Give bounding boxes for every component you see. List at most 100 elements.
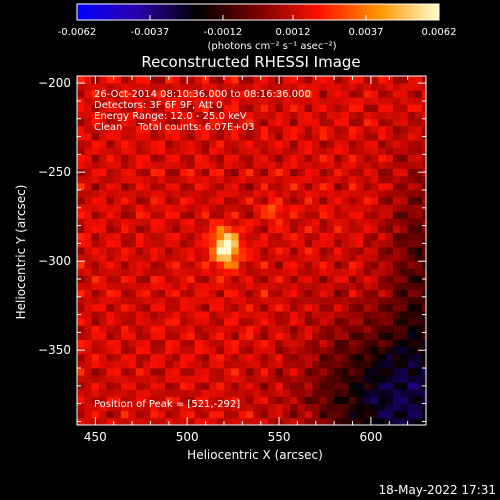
heatmap-cell <box>407 154 416 162</box>
heatmap-cell <box>150 161 159 169</box>
heatmap-cell <box>304 396 313 405</box>
heatmap-cell <box>135 339 144 348</box>
heatmap-cell <box>121 346 129 355</box>
heatmap-cell <box>268 332 276 340</box>
heatmap-cell <box>275 111 284 120</box>
heatmap-cell <box>326 197 335 205</box>
heatmap-cell <box>290 311 298 319</box>
heatmap-cell <box>223 254 232 262</box>
heatmap-cell <box>304 332 313 340</box>
heatmap-cell <box>194 410 203 419</box>
heatmap-cell <box>319 239 328 248</box>
heatmap-cell <box>260 168 269 177</box>
heatmap-cell <box>378 268 386 276</box>
heatmap-cell <box>385 254 394 262</box>
heatmap-cell <box>348 90 357 98</box>
heatmap-cell <box>209 261 217 269</box>
heatmap-cell <box>356 239 364 248</box>
heatmap-cell <box>385 197 394 205</box>
heatmap-cell <box>304 360 313 369</box>
heatmap-cell <box>348 83 357 91</box>
heatmap-cell <box>157 97 166 105</box>
heatmap-cell <box>385 368 394 376</box>
heatmap-cell <box>194 389 203 397</box>
heatmap-cell <box>223 90 232 98</box>
heatmap-cell <box>172 154 181 162</box>
heatmap-cell <box>172 360 181 369</box>
heatmap-cell <box>157 154 166 162</box>
heatmap-cell <box>216 311 225 319</box>
heatmap-cell <box>370 211 379 219</box>
heatmap-cell <box>312 275 320 283</box>
heatmap-cell <box>385 111 394 120</box>
heatmap-cell <box>370 104 379 113</box>
heatmap-cell <box>348 97 357 105</box>
heatmap-cell <box>356 396 364 405</box>
heatmap-cell <box>282 168 291 177</box>
heatmap-cell <box>407 97 416 105</box>
heatmap-cell <box>414 261 423 269</box>
heatmap-cell <box>209 161 217 169</box>
heatmap-cell <box>290 97 298 105</box>
heatmap-cell <box>282 417 291 425</box>
heatmap-cell <box>378 204 386 212</box>
heatmap-cell <box>216 410 225 419</box>
heatmap-cell <box>157 197 166 205</box>
heatmap-cell <box>106 275 115 283</box>
heatmap-cell <box>216 161 225 169</box>
heatmap-cell <box>422 410 426 419</box>
heatmap-cell <box>392 204 401 212</box>
heatmap-cell <box>106 382 115 390</box>
heatmap-cell <box>334 211 342 219</box>
heatmap-cell <box>378 410 386 419</box>
heatmap-cell <box>106 332 115 340</box>
heatmap-cell <box>275 389 284 397</box>
heatmap-cell <box>304 282 313 291</box>
heatmap-cell <box>326 147 335 155</box>
heatmap-cell <box>378 232 386 241</box>
heatmap-cell <box>216 417 225 425</box>
heatmap-cell <box>84 175 93 184</box>
heatmap-cell <box>260 403 269 412</box>
heatmap-cell <box>290 360 298 369</box>
heatmap-cell <box>334 261 342 269</box>
heatmap-cell <box>187 332 195 340</box>
heatmap-cell <box>312 232 320 241</box>
heatmap-cell <box>422 104 426 113</box>
heatmap-cell <box>282 246 291 255</box>
heatmap-cell <box>275 140 284 148</box>
heatmap-cell <box>150 254 159 262</box>
heatmap-cell <box>297 111 306 120</box>
heatmap-cell <box>172 410 181 419</box>
heatmap-cell <box>165 275 173 283</box>
heatmap-cell <box>99 261 107 269</box>
heatmap-cell <box>312 168 320 177</box>
heatmap-cell <box>238 175 247 184</box>
heatmap-cell <box>223 104 232 113</box>
heatmap-cell <box>135 325 144 333</box>
heatmap-cell <box>84 90 93 98</box>
heatmap-cell <box>179 311 188 319</box>
heatmap-cell <box>223 83 232 91</box>
heatmap-cell <box>106 289 115 298</box>
heatmap-cell <box>290 225 298 234</box>
heatmap-cell <box>143 132 151 141</box>
heatmap-cell <box>290 396 298 405</box>
heatmap-cell <box>209 118 217 127</box>
heatmap-cell <box>275 303 284 312</box>
heatmap-cell <box>143 111 151 120</box>
heatmap-cell <box>113 375 122 383</box>
heatmap-cell <box>319 353 328 362</box>
colorbar-frame <box>76 3 440 21</box>
heatmap-cell <box>187 275 195 283</box>
heatmap-cell <box>172 382 181 390</box>
heatmap-cell <box>84 197 93 205</box>
heatmap-cell <box>201 83 210 91</box>
heatmap-cell <box>201 268 210 276</box>
heatmap-cell <box>319 125 328 134</box>
heatmap-cell <box>231 353 240 362</box>
heatmap-cell <box>121 268 129 276</box>
heatmap-cell <box>113 339 122 348</box>
heatmap-cell <box>326 83 335 91</box>
heatmap-cell <box>77 389 85 397</box>
